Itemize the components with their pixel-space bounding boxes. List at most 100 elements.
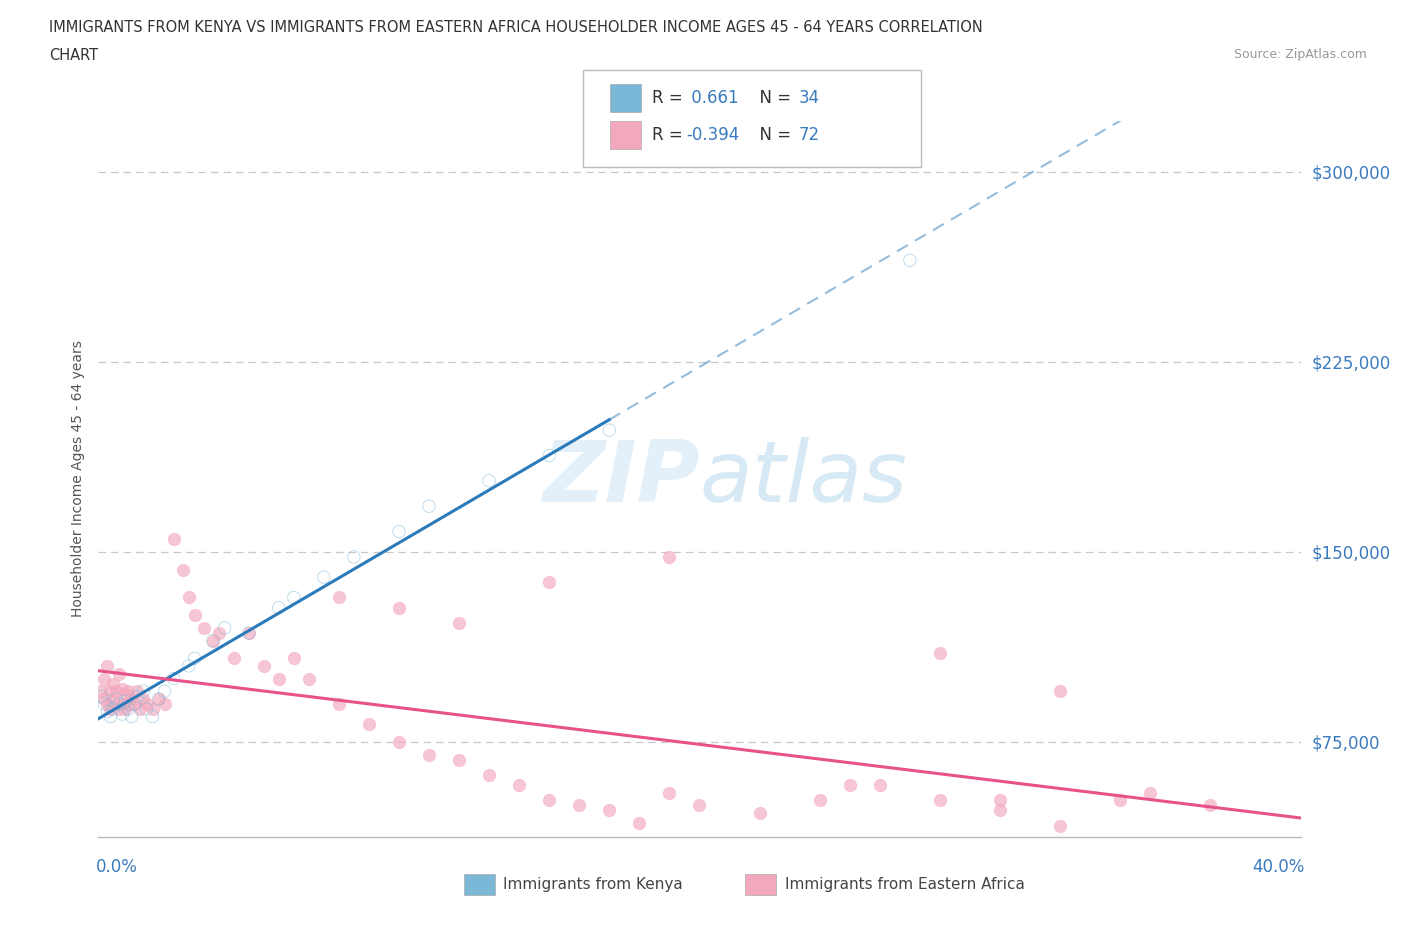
Text: ZIP: ZIP [541,437,699,521]
Point [418,747,440,762]
Text: 72: 72 [799,126,820,144]
Point [129,701,152,716]
Point [132,691,155,706]
Text: -0.394: -0.394 [686,126,740,144]
Point [108,701,131,716]
Point [447,616,470,631]
Point [108,666,131,681]
Point [103,676,125,691]
Text: 34: 34 [799,88,820,107]
Text: Source: ZipAtlas.com: Source: ZipAtlas.com [1233,48,1367,61]
Point [748,805,770,820]
Point [93,671,115,686]
Point [108,697,131,711]
Point [132,684,155,698]
Point [538,575,561,590]
Point [538,792,561,807]
Text: 0.0%: 0.0% [96,857,138,876]
Point [283,590,305,604]
Text: Immigrants from Eastern Africa: Immigrants from Eastern Africa [785,877,1025,892]
Point [124,697,146,711]
Point [328,697,350,711]
Point [418,498,440,513]
Point [148,691,170,706]
Point [478,767,501,782]
Point [988,792,1011,807]
Point [121,710,143,724]
Point [117,697,139,711]
Point [568,798,591,813]
Point [153,684,176,698]
Point [111,697,134,711]
Point [1049,684,1071,698]
Point [838,777,860,792]
Point [162,671,184,686]
Point [869,777,891,792]
Point [141,710,163,724]
Point [328,590,350,604]
Point [111,682,134,697]
Point [135,701,157,716]
Point [312,570,335,585]
Text: N =: N = [749,88,797,107]
Point [357,717,380,732]
Point [177,590,200,604]
Point [478,473,501,488]
Point [343,550,366,565]
Point [103,691,125,706]
Point [100,710,122,724]
Point [114,686,136,701]
Point [105,684,128,698]
Text: R =: R = [652,88,689,107]
Point [90,689,112,704]
Point [105,691,128,706]
Point [598,803,620,817]
Text: Immigrants from Kenya: Immigrants from Kenya [503,877,683,892]
Point [127,684,149,698]
Point [96,704,118,719]
Point [1049,818,1071,833]
Point [93,691,115,706]
Point [658,550,681,565]
Point [447,752,470,767]
Point [898,253,921,268]
Point [127,689,149,704]
Point [90,684,112,698]
Point [96,697,118,711]
Point [100,701,122,716]
Point [253,658,276,673]
Point [172,562,194,577]
Text: atlas: atlas [699,437,907,521]
Point [96,658,118,673]
Text: N =: N = [749,126,797,144]
Point [153,697,176,711]
Point [183,651,205,666]
Point [988,803,1011,817]
Point [1109,792,1132,807]
Y-axis label: Householder Income Ages 45 - 64 years: Householder Income Ages 45 - 64 years [70,340,84,618]
Point [111,707,134,722]
Point [117,701,139,716]
Point [100,684,122,698]
Point [201,633,224,648]
Text: 0.661: 0.661 [686,88,738,107]
Point [238,626,260,641]
Text: CHART: CHART [49,48,98,63]
Point [628,816,651,830]
Point [388,735,411,750]
Point [193,620,215,635]
Point [283,651,305,666]
Point [124,697,146,711]
Point [598,423,620,438]
Point [93,697,115,711]
Point [201,633,224,648]
Point [214,620,236,635]
Point [117,684,139,698]
Point [208,626,231,641]
Point [141,701,163,716]
Point [1139,785,1161,800]
Point [298,671,321,686]
Text: IMMIGRANTS FROM KENYA VS IMMIGRANTS FROM EASTERN AFRICA HOUSEHOLDER INCOME AGES : IMMIGRANTS FROM KENYA VS IMMIGRANTS FROM… [49,20,983,35]
Point [183,608,205,623]
Point [162,532,184,547]
